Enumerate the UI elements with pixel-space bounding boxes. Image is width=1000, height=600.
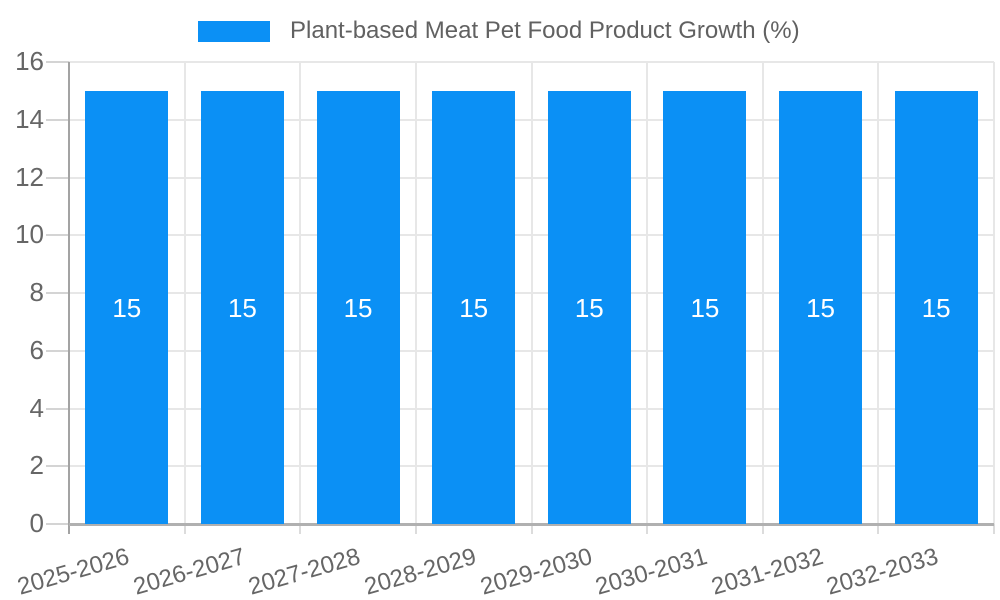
x-tick: [414, 524, 417, 534]
x-axis-tick-label: 2031-2032: [708, 543, 827, 600]
bar-value-label: 15: [459, 293, 489, 324]
x-axis-tick-label: 2025-2026: [14, 543, 133, 600]
y-tick: [46, 523, 69, 525]
y-axis-tick-label: 0: [29, 508, 44, 538]
x-tick: [183, 524, 186, 534]
x-tick: [877, 524, 880, 534]
y-axis-tick-label: 16: [15, 46, 44, 76]
bar-value-label: 15: [921, 293, 951, 324]
y-axis-tick-label: 4: [29, 392, 44, 423]
y-tick: [46, 118, 69, 121]
x-axis-tick-label: 2028-2029: [361, 543, 480, 600]
x-axis-tick-label: 2032-2033: [823, 543, 942, 600]
y-tick: [46, 465, 69, 468]
bar[interactable]: [85, 90, 169, 524]
y-axis-tick-label: 10: [15, 219, 44, 250]
x-gridline: [877, 62, 880, 524]
bar[interactable]: [779, 90, 863, 524]
bar[interactable]: [663, 90, 747, 524]
x-axis-tick-label: 2026-2027: [130, 543, 248, 600]
y-axis-tick-label: 14: [15, 103, 44, 134]
x-gridline: [299, 62, 302, 524]
y-axis-tick-label: 6: [29, 334, 44, 365]
bar-value-label: 15: [690, 293, 720, 324]
x-gridline: [183, 62, 186, 524]
y-axis-tick-label: 12: [15, 161, 44, 192]
y-tick: [46, 349, 69, 352]
bar-value-label: 15: [574, 293, 604, 324]
chart-legend[interactable]: Plant-based Meat Pet Food Product Growth…: [198, 17, 800, 45]
y-tick: [46, 234, 69, 237]
bar[interactable]: [432, 90, 516, 524]
y-axis-line: [68, 62, 70, 534]
x-gridline: [530, 62, 533, 524]
x-axis-tick-label: 2029-2030: [476, 543, 595, 600]
bar-value-label: 15: [227, 293, 257, 324]
y-tick: [46, 61, 69, 63]
legend-label: Plant-based Meat Pet Food Product Growth…: [290, 17, 800, 44]
x-gridline: [761, 62, 764, 524]
bar[interactable]: [894, 90, 978, 524]
bar-value-label: 15: [806, 293, 836, 324]
x-axis-tick-label: 2027-2028: [245, 543, 364, 600]
y-axis-tick-label: 2: [29, 450, 44, 481]
y-tick: [46, 407, 69, 410]
x-tick: [761, 524, 764, 534]
x-axis-line: [69, 523, 994, 526]
bar[interactable]: [316, 90, 400, 524]
bar[interactable]: [547, 90, 631, 524]
y-axis-tick-label: 8: [29, 277, 44, 307]
legend-swatch: [198, 20, 270, 42]
y-tick: [46, 176, 69, 179]
bar[interactable]: [200, 90, 284, 524]
y-tick: [46, 292, 69, 294]
x-tick: [646, 524, 649, 534]
x-tick: [299, 524, 302, 534]
x-axis-tick-label: 2030-2031: [592, 543, 711, 600]
bar-value-label: 15: [343, 293, 373, 324]
x-tick: [530, 524, 533, 534]
x-tick: [993, 524, 995, 534]
bar-value-label: 15: [112, 293, 142, 324]
x-gridline: [414, 62, 417, 524]
x-gridline: [993, 62, 995, 524]
x-gridline: [646, 62, 649, 524]
